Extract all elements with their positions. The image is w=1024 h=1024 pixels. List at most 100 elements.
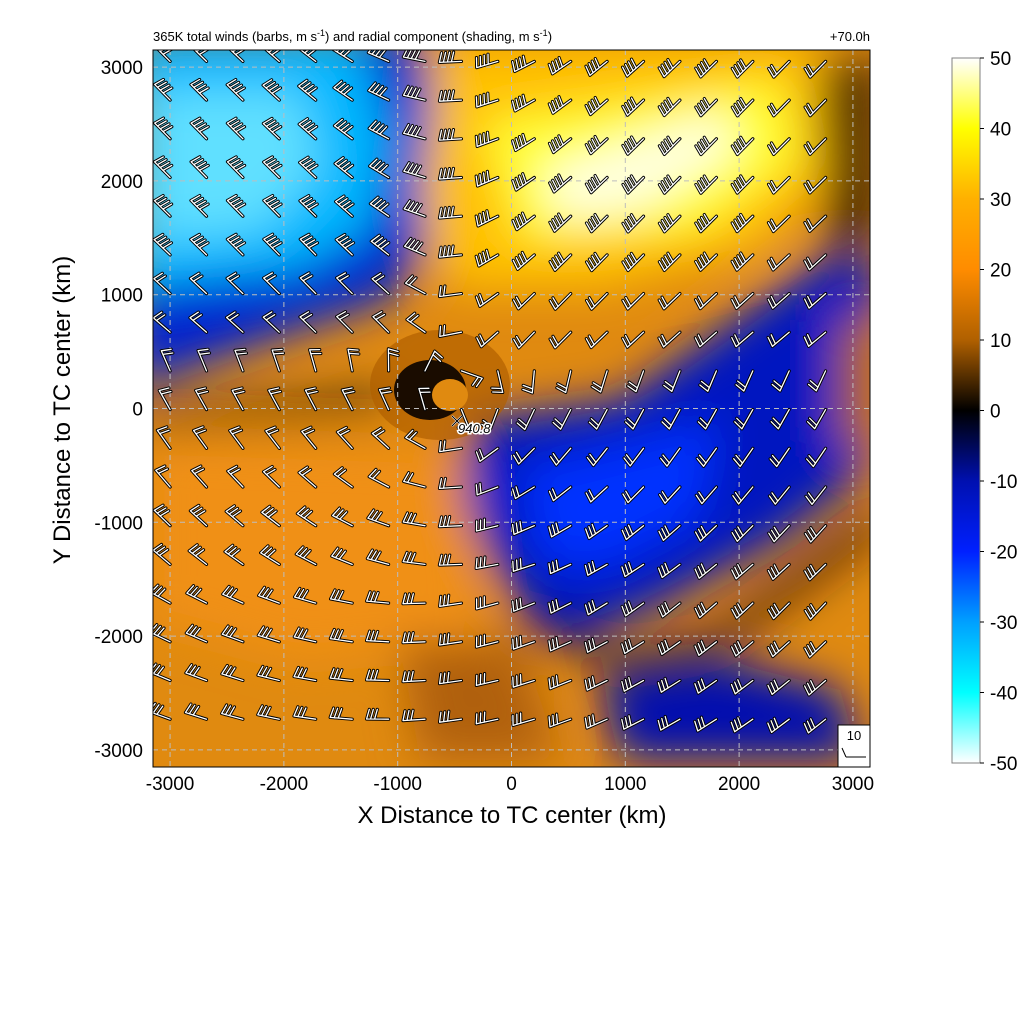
wind-barb — [157, 386, 173, 412]
wind-barb — [768, 446, 791, 469]
wind-barb — [547, 636, 573, 653]
wind-barb — [657, 561, 682, 580]
wind-barb — [188, 503, 209, 528]
wind-barb — [475, 595, 500, 611]
wind-barb — [153, 232, 173, 257]
wind-barb — [367, 81, 391, 102]
wind-barb — [766, 716, 791, 734]
wind-barb — [730, 135, 755, 157]
wind-barb — [401, 708, 427, 723]
wind-barb — [155, 425, 172, 450]
wind-barb — [694, 485, 718, 506]
wind-barb — [769, 408, 791, 431]
wind-barb — [694, 251, 718, 272]
wind-barb — [511, 596, 536, 613]
wind-barb — [404, 274, 427, 296]
wind-barb — [767, 175, 791, 195]
wind-barb — [802, 717, 828, 735]
colorbar-tick-label: -40 — [990, 684, 1017, 705]
wind-barb — [511, 557, 536, 573]
wind-barb — [511, 711, 536, 727]
wind-barb — [657, 58, 682, 79]
wind-barb — [620, 523, 646, 542]
wind-barb — [365, 707, 391, 721]
wind-barb — [370, 271, 391, 296]
wind-barb — [770, 369, 791, 393]
wind-barb — [490, 369, 505, 394]
wind-barb — [262, 465, 281, 489]
y-tick-label: -3000 — [94, 741, 143, 762]
wind-barb — [330, 546, 354, 566]
wind-barb — [328, 667, 354, 683]
wind-barb — [766, 640, 791, 659]
wind-barb — [220, 703, 245, 721]
colorbar-tick-label: 0 — [990, 402, 1001, 423]
wind-barb — [293, 586, 318, 605]
wind-barb — [583, 637, 609, 654]
wind-barb — [730, 330, 755, 349]
wind-barb — [590, 369, 609, 394]
wind-barb — [474, 633, 500, 649]
wind-barb — [300, 425, 318, 450]
wind-barb — [584, 522, 609, 540]
barb-key: 10 — [837, 724, 871, 768]
wind-barb — [223, 543, 245, 566]
wind-barb — [548, 212, 573, 233]
wind-barb — [334, 232, 356, 257]
wind-barb — [766, 214, 791, 234]
wind-barb — [438, 439, 463, 454]
wind-barb — [658, 485, 682, 505]
title-part-1: 365K total winds (barbs, m s — [153, 29, 318, 44]
wind-barb — [220, 663, 245, 683]
wind-barb — [474, 710, 500, 726]
wind-barb — [547, 485, 573, 503]
wind-barb — [262, 194, 283, 218]
wind-barb — [474, 169, 500, 188]
wind-barb — [803, 137, 828, 156]
wind-barb — [184, 623, 209, 644]
wind-barb — [730, 562, 755, 581]
wind-barb — [335, 425, 354, 450]
wind-barb — [694, 58, 718, 79]
wind-barb — [263, 50, 282, 63]
wind-barb — [437, 244, 463, 259]
wind-barb — [551, 408, 573, 431]
wind-barb — [548, 292, 573, 311]
x-tick-label: 3000 — [832, 774, 874, 795]
wind-barb — [621, 292, 646, 311]
wind-barb — [189, 232, 210, 257]
wind-barb — [694, 292, 718, 311]
wind-barb — [730, 212, 755, 234]
wind-barb — [225, 232, 247, 257]
wind-barb — [584, 174, 609, 195]
wind-barb — [438, 670, 463, 686]
wind-barb — [694, 213, 718, 234]
colorbar-tick-label: 40 — [990, 120, 1011, 141]
colorbar — [951, 57, 981, 764]
wind-barb — [367, 467, 391, 489]
wind-barb — [511, 250, 536, 271]
wind-barb — [583, 713, 609, 730]
wind-barb — [334, 194, 355, 218]
wind-barb — [732, 446, 755, 468]
wind-barb — [332, 117, 354, 141]
wind-barb — [294, 545, 318, 566]
wind-barb — [437, 553, 463, 567]
wind-barb — [693, 601, 718, 620]
wind-barb — [766, 562, 791, 581]
wind-barb — [233, 347, 248, 373]
wind-barb — [298, 50, 318, 63]
wind-barb — [693, 715, 718, 733]
wind-barb — [621, 57, 646, 78]
wind-barb — [621, 485, 646, 505]
wind-barb — [693, 330, 718, 349]
wind-barb — [805, 446, 828, 469]
wind-barb — [329, 588, 354, 605]
wind-barb — [511, 172, 536, 192]
wind-barb — [474, 292, 500, 308]
plot-frame — [152, 49, 871, 768]
wind-barb — [196, 347, 212, 373]
wind-barb — [657, 524, 682, 542]
wind-barb — [153, 503, 172, 528]
wind-barb — [328, 706, 354, 721]
